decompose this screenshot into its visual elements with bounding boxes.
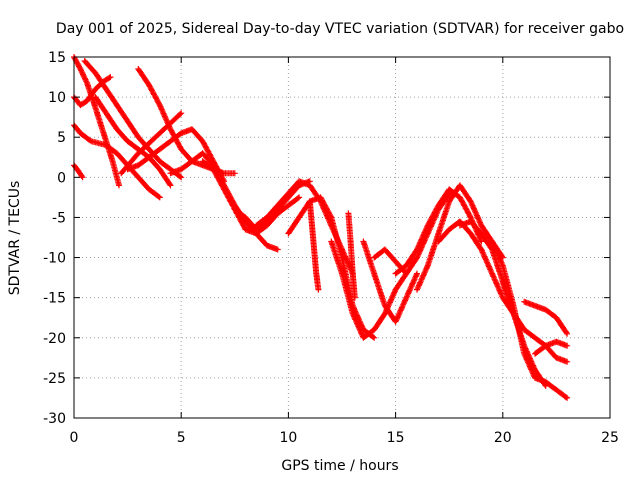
y-tick-label: -10 bbox=[43, 251, 66, 267]
series-track-18 bbox=[360, 238, 420, 325]
data-point-markers bbox=[521, 298, 571, 337]
series-track-21 bbox=[414, 182, 506, 293]
series-track-17 bbox=[345, 210, 358, 301]
data-point-markers bbox=[71, 122, 163, 201]
y-tick-label: -15 bbox=[43, 291, 66, 307]
series-track-5 bbox=[81, 58, 185, 181]
data-point-markers bbox=[167, 150, 281, 253]
data-point-markers bbox=[306, 198, 322, 293]
y-tick-label: -30 bbox=[43, 411, 66, 427]
x-tick-label: 20 bbox=[494, 430, 512, 446]
y-tick-label: -25 bbox=[43, 371, 66, 387]
y-axis-label: SDTVAR / TECUs bbox=[7, 181, 23, 296]
data-point-markers bbox=[92, 94, 174, 189]
y-tick-label: 15 bbox=[48, 50, 66, 66]
y-tick-label: -5 bbox=[52, 210, 66, 226]
data-point-markers bbox=[499, 278, 571, 365]
series-track-15 bbox=[306, 198, 322, 293]
series-track-9 bbox=[118, 110, 185, 177]
series-track-10 bbox=[167, 150, 281, 253]
data-point-markers bbox=[360, 238, 420, 325]
series-track-6 bbox=[92, 94, 174, 189]
data-point-markers bbox=[81, 58, 185, 181]
series-track-25 bbox=[499, 278, 571, 365]
data-points bbox=[71, 54, 571, 401]
x-tick-label: 25 bbox=[601, 430, 619, 446]
chart-title: Day 001 of 2025, Sidereal Day-to-day VTE… bbox=[56, 21, 624, 37]
data-point-markers bbox=[231, 178, 313, 233]
series-track-11 bbox=[199, 158, 303, 237]
y-tick-label: 10 bbox=[48, 90, 66, 106]
series-track-12 bbox=[231, 178, 313, 233]
axis-ticks: 0 5 10 15 20 25 15 10 5 0 -5 -10 -15 -20 -25 -30 bbox=[43, 50, 619, 446]
data-point-markers bbox=[414, 182, 506, 293]
x-tick-label: 0 bbox=[70, 430, 79, 446]
x-axis-label: GPS time / hours bbox=[281, 458, 398, 474]
series-track-3 bbox=[71, 122, 163, 201]
y-tick-label: 5 bbox=[57, 130, 66, 146]
series-track-14 bbox=[285, 194, 378, 341]
data-point-markers bbox=[345, 210, 358, 301]
y-tick-label: -20 bbox=[43, 331, 66, 347]
x-tick-label: 15 bbox=[387, 430, 405, 446]
y-tick-label: 0 bbox=[57, 170, 66, 186]
x-tick-label: 10 bbox=[279, 430, 297, 446]
x-tick-label: 5 bbox=[177, 430, 186, 446]
data-point-markers bbox=[199, 158, 303, 237]
data-point-markers bbox=[118, 110, 185, 177]
data-point-markers bbox=[532, 338, 571, 357]
data-point-markers bbox=[285, 194, 378, 341]
series-track-26 bbox=[521, 298, 571, 337]
plot-frame bbox=[73, 56, 611, 419]
series-track-27 bbox=[532, 338, 571, 357]
